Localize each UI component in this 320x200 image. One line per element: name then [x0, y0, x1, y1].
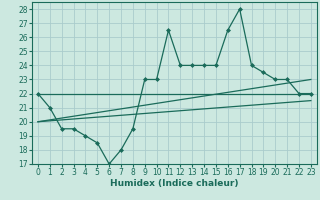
X-axis label: Humidex (Indice chaleur): Humidex (Indice chaleur): [110, 179, 239, 188]
